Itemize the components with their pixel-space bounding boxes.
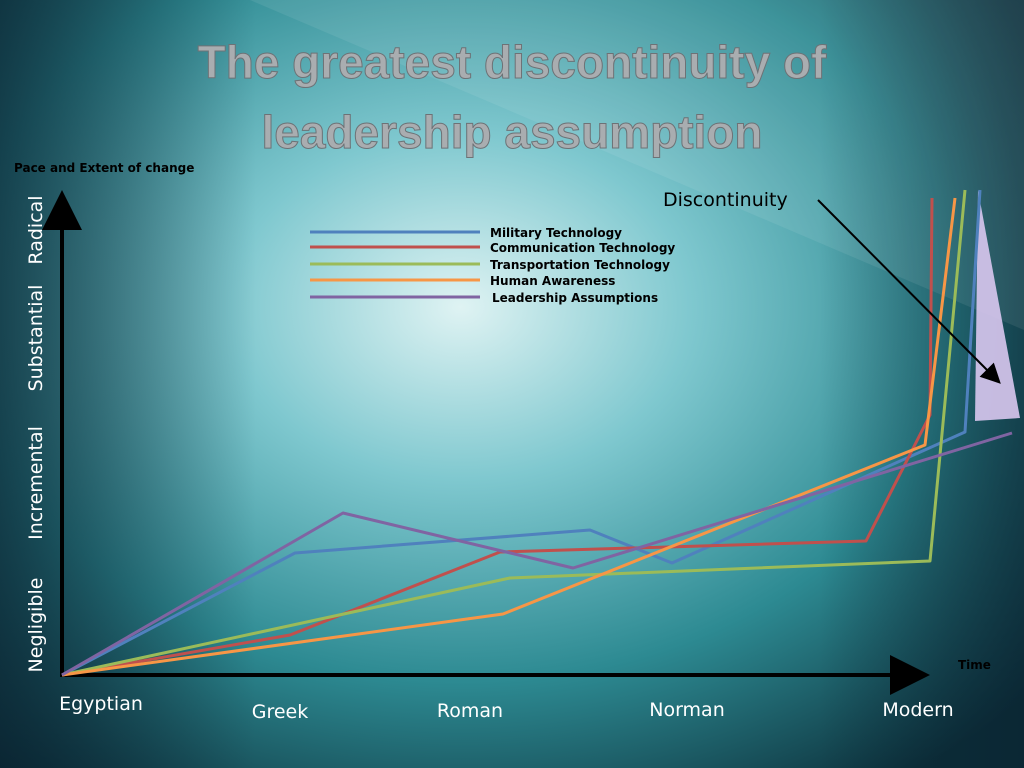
title-line: leadership assumption (261, 106, 762, 158)
communication-line (61, 197, 934, 677)
legend-label: Leadership Assumptions (492, 291, 658, 305)
annotation-arrow (817, 199, 1001, 384)
y-level: Substantial (25, 285, 47, 392)
x-period: Egyptian (59, 693, 143, 715)
y-level: Incremental (25, 426, 47, 540)
y-level: Negligible (25, 578, 47, 673)
military-line (61, 189, 982, 677)
leadership-line (61, 431, 1013, 677)
title-line: The greatest discontinuity of (198, 36, 827, 88)
annotation: Discontinuity (663, 189, 788, 211)
x-period: Greek (252, 701, 309, 723)
legend-label: Human Awareness (490, 274, 615, 288)
transportation-line (61, 189, 967, 677)
light-beam (250, 0, 1024, 330)
x-period: Norman (649, 699, 725, 721)
y-level: Radical (25, 195, 47, 264)
legend-label: Communication Technology (490, 241, 675, 255)
x-axis-label: Time (958, 658, 991, 672)
y-axis-label: Pace and Extent of change (14, 161, 194, 175)
x-period: Modern (882, 699, 953, 721)
legend-label: Transportation Technology (490, 258, 670, 272)
x-period: Roman (437, 700, 503, 722)
legend-label: Military Technology (490, 226, 622, 240)
